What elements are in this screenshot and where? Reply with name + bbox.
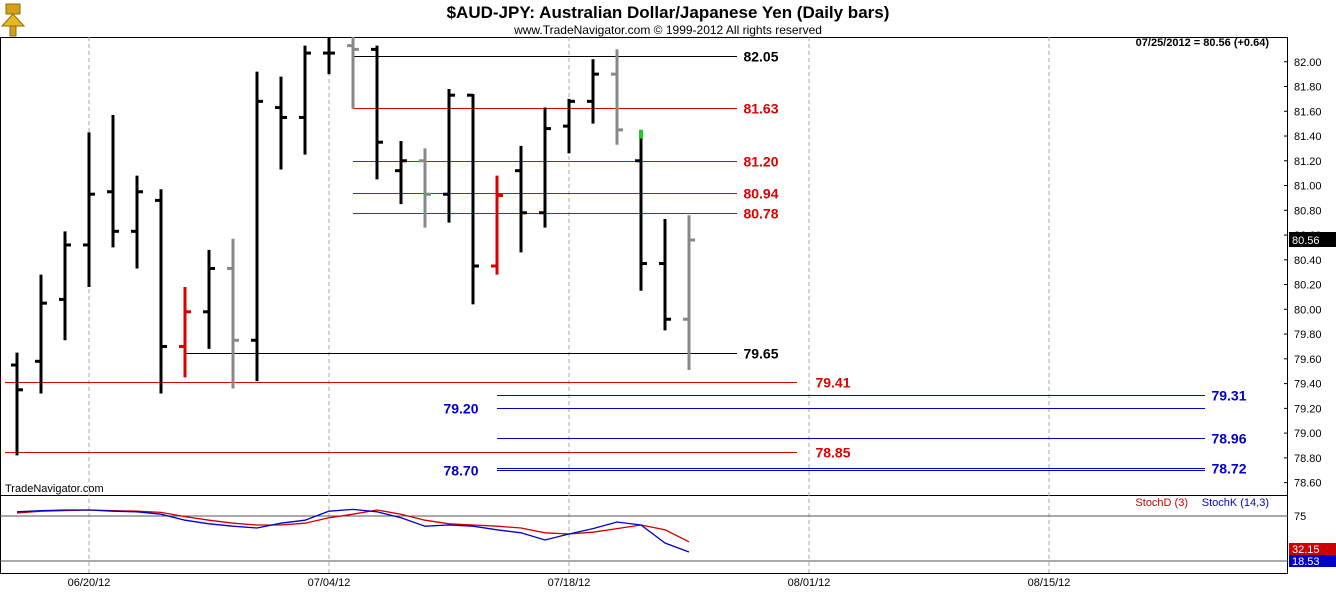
y-tick-label: 79.40 bbox=[1294, 379, 1322, 391]
y-tick-label: 80.80 bbox=[1294, 205, 1322, 217]
logo-icon bbox=[0, 3, 26, 37]
ohlc-bar bbox=[251, 71, 263, 382]
stoch-y-tick-label: 75 bbox=[1294, 511, 1306, 523]
ohlc-bar bbox=[347, 37, 359, 109]
level-label: 80.78 bbox=[743, 206, 778, 222]
y-tick-label: 81.40 bbox=[1294, 131, 1322, 143]
ohlc-bar bbox=[563, 98, 575, 154]
y-tick-label: 81.20 bbox=[1294, 156, 1322, 168]
ohlc-bar bbox=[515, 145, 527, 253]
x-tick-label: 06/20/12 bbox=[68, 577, 111, 589]
stoch-k-line bbox=[16, 508, 690, 553]
ohlc-bar bbox=[491, 175, 503, 275]
level-label: 79.31 bbox=[1211, 388, 1246, 404]
last-quote: 07/25/2012 = 80.56 (+0.64) bbox=[1136, 37, 1270, 49]
ohlc-bar bbox=[227, 238, 239, 389]
y-tick-label: 78.60 bbox=[1294, 478, 1322, 490]
y-tick-label: 79.20 bbox=[1294, 403, 1322, 415]
level-label: 78.70 bbox=[443, 463, 478, 479]
stoch-k-last: 18.53 bbox=[1292, 556, 1320, 568]
stoch-k-label: StochK (14,3) bbox=[1202, 497, 1269, 509]
ohlc-bar bbox=[659, 218, 671, 331]
ohlc-bar bbox=[467, 93, 479, 305]
ohlc-bar bbox=[419, 148, 431, 228]
level-label: 82.05 bbox=[743, 49, 778, 65]
y-tick-label: 80.20 bbox=[1294, 280, 1322, 292]
level-label: 79.65 bbox=[743, 346, 778, 362]
ohlc-bar bbox=[179, 287, 191, 378]
ohlc-bar bbox=[539, 107, 551, 228]
ohlc-bar bbox=[131, 175, 143, 269]
ohlc-bar bbox=[203, 249, 215, 349]
x-tick-label: 08/15/12 bbox=[1028, 577, 1071, 589]
stoch-d-label: StochD (3) bbox=[1135, 497, 1188, 509]
level-label: 80.94 bbox=[743, 186, 778, 202]
y-tick-label: 81.80 bbox=[1294, 82, 1322, 94]
ohlc-bar bbox=[635, 129, 647, 291]
stoch-d-last: 32.15 bbox=[1292, 544, 1320, 556]
level-label: 78.85 bbox=[815, 445, 850, 461]
x-tick-label: 07/04/12 bbox=[308, 577, 351, 589]
ohlc-bar bbox=[59, 231, 71, 341]
y-tick-label: 82.00 bbox=[1294, 57, 1322, 69]
ohlc-bar bbox=[83, 132, 95, 288]
ohlc-bar bbox=[611, 49, 623, 145]
level-label: 81.63 bbox=[743, 101, 778, 117]
last-price-value: 80.56 bbox=[1292, 235, 1320, 247]
ohlc-bar bbox=[11, 352, 23, 456]
y-tick-label: 79.80 bbox=[1294, 329, 1322, 341]
ohlc-bar bbox=[371, 45, 383, 180]
ohlc-bar bbox=[395, 140, 407, 205]
y-tick-label: 80.40 bbox=[1294, 255, 1322, 267]
ohlc-bar bbox=[275, 76, 287, 170]
ohlc-bar bbox=[443, 88, 455, 223]
watermark: TradeNavigator.com bbox=[5, 483, 104, 495]
level-label: 81.20 bbox=[743, 154, 778, 170]
level-label: 79.41 bbox=[815, 375, 850, 391]
level-label: 78.96 bbox=[1211, 431, 1246, 447]
level-label: 79.20 bbox=[443, 401, 478, 417]
y-tick-label: 79.60 bbox=[1294, 354, 1322, 366]
ohlc-bar bbox=[107, 114, 119, 248]
stoch-d-tag bbox=[1289, 543, 1336, 555]
y-tick-label: 80.00 bbox=[1294, 304, 1322, 316]
chart-title: $AUD-JPY: Australian Dollar/Japanese Yen… bbox=[447, 3, 890, 22]
x-tick-label: 08/01/12 bbox=[788, 577, 831, 589]
stoch-k-tag bbox=[1289, 555, 1336, 567]
chart-subtitle: www.TradeNavigator.com © 1999-2012 All r… bbox=[513, 23, 822, 37]
ohlc-bar bbox=[35, 274, 47, 394]
level-label: 78.72 bbox=[1211, 461, 1246, 477]
y-tick-label: 81.60 bbox=[1294, 106, 1322, 118]
y-tick-label: 78.80 bbox=[1294, 453, 1322, 465]
y-tick-label: 79.00 bbox=[1294, 428, 1322, 440]
ohlc-bar bbox=[587, 59, 599, 124]
y-tick-label: 81.00 bbox=[1294, 181, 1322, 193]
ohlc-bar bbox=[155, 189, 167, 394]
stoch-d-line bbox=[16, 509, 690, 543]
plot-frame bbox=[0, 37, 1288, 574]
ohlc-bar bbox=[299, 45, 311, 155]
ohlc-bar bbox=[683, 215, 695, 370]
last-price-tag bbox=[1289, 232, 1336, 247]
x-tick-label: 07/18/12 bbox=[548, 577, 591, 589]
ohlc-bar bbox=[323, 37, 335, 75]
